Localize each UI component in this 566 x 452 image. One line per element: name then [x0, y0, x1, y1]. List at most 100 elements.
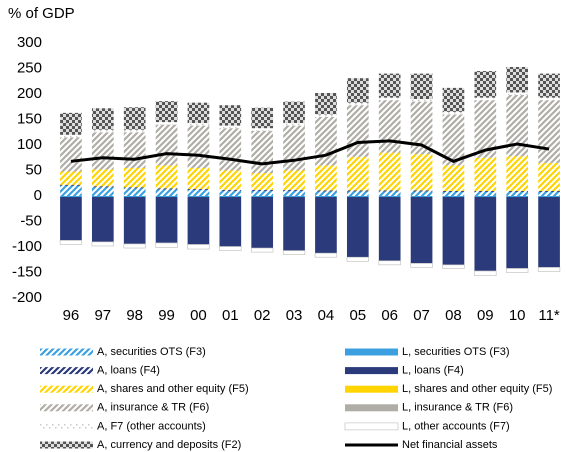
legend-label: A, loans (F4)	[97, 365, 160, 377]
y-tick-label: 250	[17, 59, 42, 76]
bar-segment	[187, 123, 210, 126]
bar-segment	[442, 264, 465, 269]
bar-segment	[123, 197, 146, 244]
bar-segment	[155, 188, 178, 190]
bar-segment	[91, 187, 114, 196]
x-tick-label: 98	[126, 307, 143, 324]
legend-label: A, insurance & TR (F6)	[97, 402, 209, 414]
legend-label: Net financial assets	[402, 439, 498, 451]
legend-label: A, securities OTS (F3)	[97, 346, 206, 358]
bar-segment	[283, 101, 305, 124]
bar-segment	[442, 196, 465, 198]
bar-segment	[506, 196, 529, 198]
bar-segment	[60, 137, 82, 172]
bar-segment	[410, 196, 433, 198]
bar-segment	[123, 129, 146, 133]
bar-segment	[410, 101, 433, 155]
chart-title: % of GDP	[8, 5, 75, 22]
x-tick-label: 99	[158, 307, 175, 324]
bar-segment	[315, 114, 337, 117]
bar-segment	[315, 165, 337, 191]
x-tick-label: 07	[413, 307, 430, 324]
bar-segment	[346, 197, 369, 258]
bar-segment	[410, 191, 433, 196]
bar-segment	[155, 124, 178, 166]
bar-segment	[60, 112, 82, 135]
x-tick-label: 02	[254, 307, 271, 324]
bar-segment	[155, 189, 178, 196]
bar-segment	[378, 190, 401, 192]
bar-segment	[60, 184, 82, 186]
x-tick-label: 11*	[538, 307, 560, 324]
legend-label: L, other accounts (F7)	[402, 420, 510, 432]
y-tick-label: -200	[12, 289, 42, 306]
x-tick-label: 01	[222, 307, 239, 324]
bar-segment	[315, 196, 337, 198]
bar-segment	[60, 171, 82, 185]
x-tick-label: 10	[509, 307, 526, 324]
y-tick-label: 0	[34, 187, 42, 204]
bar-segment	[538, 162, 560, 191]
legend-swatch	[345, 367, 398, 375]
bar-segment	[219, 128, 242, 171]
bar-segment	[155, 101, 178, 123]
x-tick-label: 96	[63, 307, 80, 324]
bar-segment	[219, 196, 242, 198]
bar-segment	[251, 196, 274, 198]
bar-segment	[123, 188, 146, 196]
bar-segment	[283, 123, 305, 126]
legend-swatch	[345, 404, 398, 412]
x-tick-label: 97	[94, 307, 111, 324]
legend-swatch	[344, 422, 399, 431]
bar-segment	[219, 246, 242, 251]
bar-segment	[378, 196, 401, 198]
bar-segment	[187, 167, 210, 189]
bar-segment	[60, 196, 82, 198]
bar-segment	[314, 252, 338, 258]
legend-label: A, F7 (other accounts)	[97, 420, 206, 432]
legend-label: L, securities OTS (F3)	[402, 346, 510, 358]
bar-segment	[283, 197, 305, 251]
legend-swatch	[40, 441, 93, 449]
x-tick-label: 08	[445, 307, 462, 324]
line	[70, 139, 550, 166]
bar-segment	[91, 186, 114, 188]
bar-segment	[187, 188, 210, 190]
bar-segment	[538, 97, 560, 101]
bar-segment	[251, 107, 274, 129]
y-tick-label: 50	[25, 161, 42, 178]
bar-segment	[251, 173, 274, 190]
bar-segment	[537, 267, 561, 272]
bar-segment	[474, 270, 497, 276]
bar-segment	[378, 152, 401, 191]
bar-segment	[410, 190, 433, 192]
bar-segment	[474, 97, 497, 101]
bar-segment	[187, 244, 210, 250]
bar-segment	[187, 197, 210, 245]
bar-segment	[219, 197, 242, 247]
x-tick-label: 05	[349, 307, 366, 324]
bar-segment	[378, 197, 401, 261]
legend-swatch	[40, 404, 93, 412]
bar-segment	[346, 196, 369, 198]
bar-segment	[378, 100, 401, 153]
bar-segment	[60, 134, 82, 138]
bar-segment	[251, 190, 274, 196]
bar-segment	[251, 247, 274, 253]
bar-segment	[251, 128, 274, 131]
bar-segment	[283, 170, 305, 190]
legend-swatch	[345, 348, 398, 356]
bar-segment	[410, 99, 433, 102]
legend-label: A, shares and other equity (F5)	[97, 383, 249, 395]
y-tick-label: 100	[17, 136, 42, 153]
y-tick-label: -150	[12, 263, 42, 280]
bar-segment	[506, 197, 529, 269]
bar-segment	[91, 241, 114, 247]
bar-segment	[123, 243, 146, 249]
bar-segment	[410, 197, 433, 264]
bar-segment	[123, 167, 146, 188]
bar-segment	[474, 197, 497, 271]
bar-segment	[155, 196, 178, 198]
bar-segment	[442, 191, 465, 196]
bar-segment	[538, 197, 560, 268]
